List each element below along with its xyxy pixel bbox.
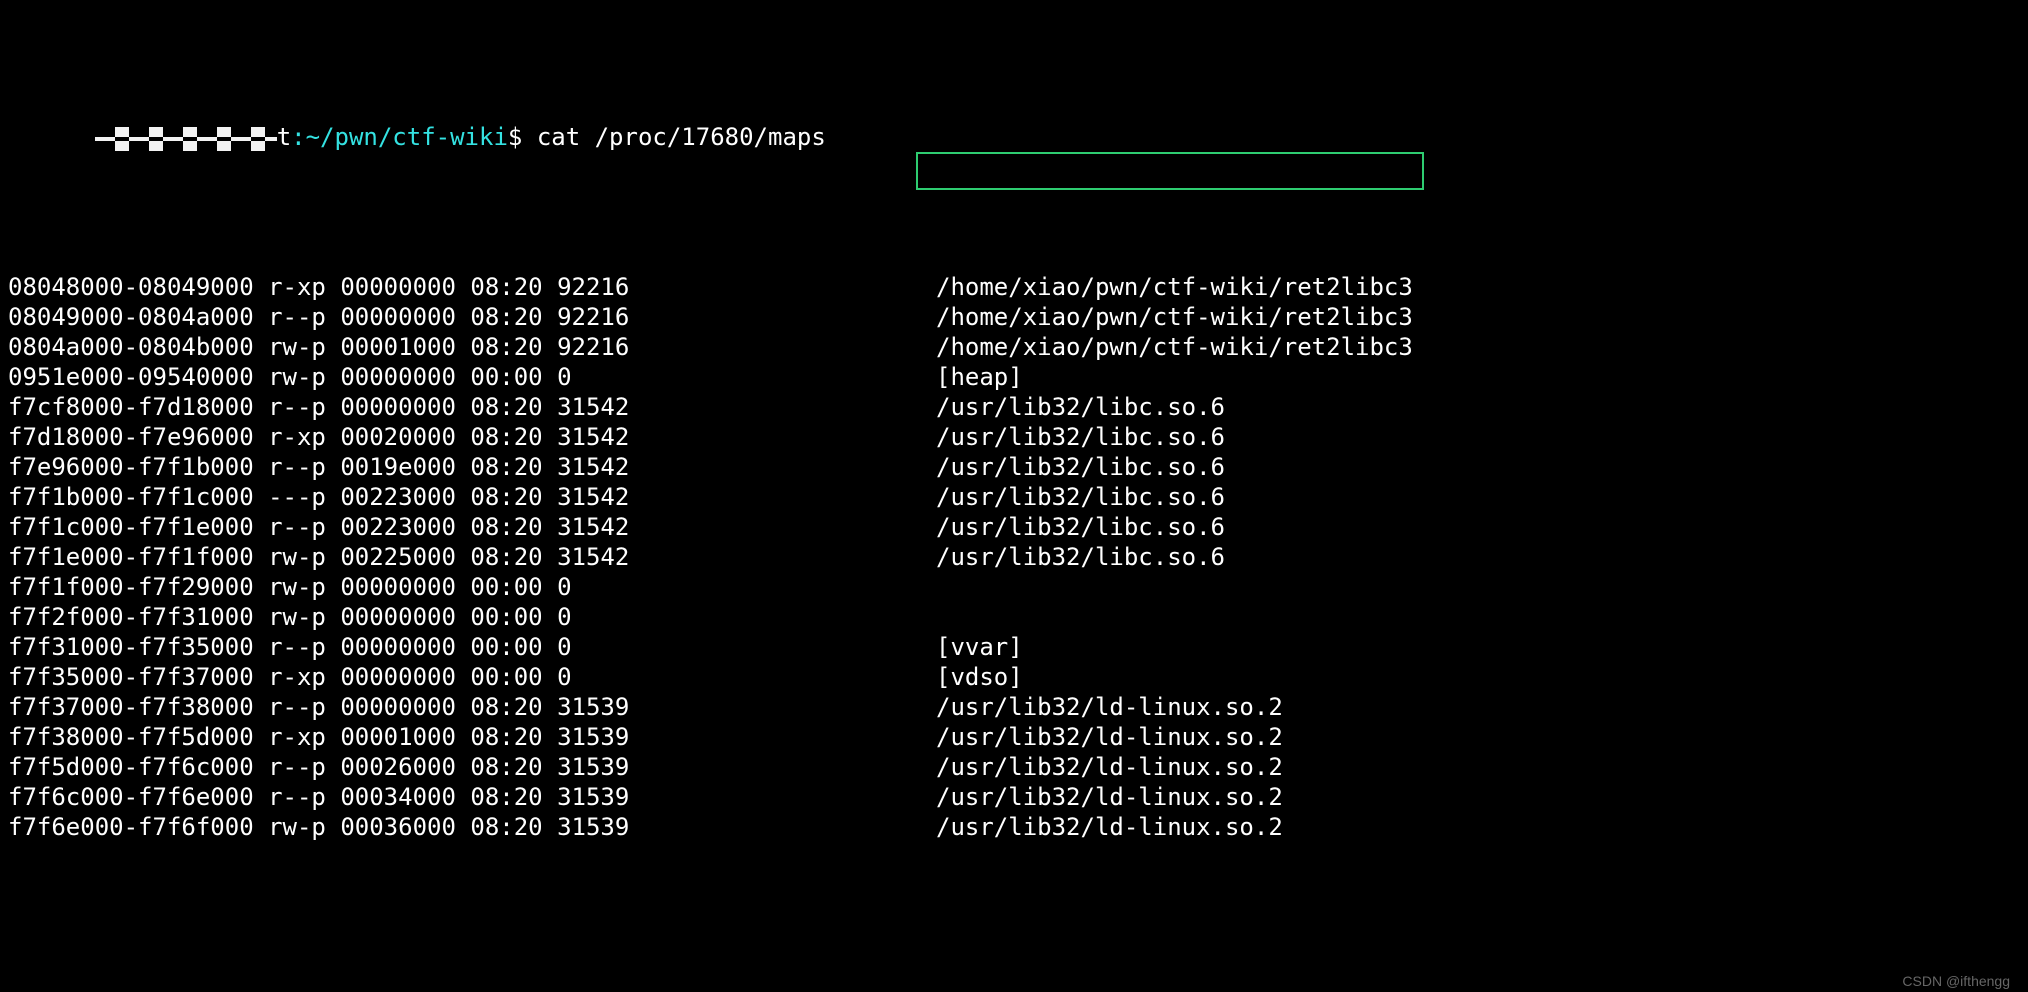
obscured-user-host [95, 127, 277, 151]
maps-row-left: f7f1f000-f7f29000 rw-p 00000000 00:00 0 [8, 572, 572, 602]
maps-row-left: 08049000-0804a000 r--p 00000000 08:20 92… [8, 302, 629, 332]
maps-row-path: /home/xiao/pwn/ctf-wiki/ret2libc3 [936, 272, 1413, 302]
maps-row: f7f6e000-f7f6f000 rw-p 00036000 08:20 31… [8, 812, 2020, 842]
maps-row-path: /usr/lib32/libc.so.6 [936, 512, 1225, 542]
maps-row-left: f7f1e000-f7f1f000 rw-p 00225000 08:20 31… [8, 542, 629, 572]
maps-row-left: f7d18000-f7e96000 r-xp 00020000 08:20 31… [8, 422, 629, 452]
maps-row: f7f38000-f7f5d000 r-xp 00001000 08:20 31… [8, 722, 2020, 752]
maps-row-left: f7cf8000-f7d18000 r--p 00000000 08:20 31… [8, 392, 629, 422]
maps-output: 08048000-08049000 r-xp 00000000 08:20 92… [8, 272, 2020, 842]
terminal[interactable]: t:~/pwn/ctf-wiki$ cat /proc/17680/maps 0… [0, 0, 2028, 992]
maps-row-left: f7f2f000-f7f31000 rw-p 00000000 00:00 0 [8, 602, 572, 632]
maps-row-path: [heap] [936, 362, 1023, 392]
maps-row-path: /usr/lib32/ld-linux.so.2 [936, 692, 1283, 722]
maps-row-path: /usr/lib32/libc.so.6 [936, 452, 1225, 482]
maps-row: f7f37000-f7f38000 r--p 00000000 08:20 31… [8, 692, 2020, 722]
maps-row-path: /usr/lib32/ld-linux.so.2 [936, 752, 1283, 782]
maps-row: f7f6c000-f7f6e000 r--p 00034000 08:20 31… [8, 782, 2020, 812]
maps-row-path: /usr/lib32/libc.so.6 [936, 422, 1225, 452]
maps-row-path: /usr/lib32/ld-linux.so.2 [936, 782, 1283, 812]
maps-row: f7f1f000-f7f29000 rw-p 00000000 00:00 0 [8, 572, 2020, 602]
maps-row-left: f7f6c000-f7f6e000 r--p 00034000 08:20 31… [8, 782, 629, 812]
maps-row-path: /usr/lib32/libc.so.6 [936, 482, 1225, 512]
command: cat /proc/17680/maps [537, 123, 826, 151]
maps-row-left: f7f35000-f7f37000 r-xp 00000000 00:00 0 [8, 662, 572, 692]
maps-row-path: [vvar] [936, 632, 1023, 662]
maps-row-path: /usr/lib32/libc.so.6 [936, 392, 1225, 422]
maps-row-left: f7f1c000-f7f1e000 r--p 00223000 08:20 31… [8, 512, 629, 542]
maps-row: f7f31000-f7f35000 r--p 00000000 00:00 0 [… [8, 632, 2020, 662]
maps-row: f7cf8000-f7d18000 r--p 00000000 08:20 31… [8, 392, 2020, 422]
maps-row-path: /usr/lib32/ld-linux.so.2 [936, 812, 1283, 842]
maps-row-left: f7f6e000-f7f6f000 rw-p 00036000 08:20 31… [8, 812, 629, 842]
maps-row: f7f5d000-f7f6c000 r--p 00026000 08:20 31… [8, 752, 2020, 782]
maps-row-path: /home/xiao/pwn/ctf-wiki/ret2libc3 [936, 302, 1413, 332]
maps-row: 0951e000-09540000 rw-p 00000000 00:00 0 [… [8, 362, 2020, 392]
maps-row: f7f2f000-f7f31000 rw-p 00000000 00:00 0 [8, 602, 2020, 632]
maps-row-left: f7e96000-f7f1b000 r--p 0019e000 08:20 31… [8, 452, 629, 482]
maps-row-left: 0951e000-09540000 rw-p 00000000 00:00 0 [8, 362, 572, 392]
maps-row-left: 08048000-08049000 r-xp 00000000 08:20 92… [8, 272, 629, 302]
maps-row: f7f1e000-f7f1f000 rw-p 00225000 08:20 31… [8, 542, 2020, 572]
maps-row: 08048000-08049000 r-xp 00000000 08:20 92… [8, 272, 2020, 302]
maps-row-path: [vdso] [936, 662, 1023, 692]
maps-row-left: f7f37000-f7f38000 r--p 00000000 08:20 31… [8, 692, 629, 722]
maps-row-path: /usr/lib32/libc.so.6 [936, 542, 1225, 572]
maps-row-path: /usr/lib32/ld-linux.so.2 [936, 722, 1283, 752]
watermark: CSDN @ifthengg [1902, 973, 2010, 991]
prompt-path: :~/pwn/ctf-wiki [291, 123, 508, 151]
prompt-dollar: $ [508, 123, 522, 151]
maps-row-left: f7f5d000-f7f6c000 r--p 00026000 08:20 31… [8, 752, 629, 782]
maps-row: 08049000-0804a000 r--p 00000000 08:20 92… [8, 302, 2020, 332]
prompt-line: t:~/pwn/ctf-wiki$ cat /proc/17680/maps [8, 92, 2020, 182]
maps-row-left: f7f38000-f7f5d000 r-xp 00001000 08:20 31… [8, 722, 629, 752]
maps-row-left: f7f1b000-f7f1c000 ---p 00223000 08:20 31… [8, 482, 629, 512]
maps-row-path: /home/xiao/pwn/ctf-wiki/ret2libc3 [936, 332, 1413, 362]
maps-row: f7f1b000-f7f1c000 ---p 00223000 08:20 31… [8, 482, 2020, 512]
prompt-host-suffix: t [277, 123, 291, 151]
maps-row: f7d18000-f7e96000 r-xp 00020000 08:20 31… [8, 422, 2020, 452]
maps-row-left: f7f31000-f7f35000 r--p 00000000 00:00 0 [8, 632, 572, 662]
maps-row: f7e96000-f7f1b000 r--p 0019e000 08:20 31… [8, 452, 2020, 482]
command-text [522, 123, 536, 151]
maps-row: 0804a000-0804b000 rw-p 00001000 08:20 92… [8, 332, 2020, 362]
maps-row-left: 0804a000-0804b000 rw-p 00001000 08:20 92… [8, 332, 629, 362]
maps-row: f7f1c000-f7f1e000 r--p 00223000 08:20 31… [8, 512, 2020, 542]
maps-row: f7f35000-f7f37000 r-xp 00000000 00:00 0 [… [8, 662, 2020, 692]
